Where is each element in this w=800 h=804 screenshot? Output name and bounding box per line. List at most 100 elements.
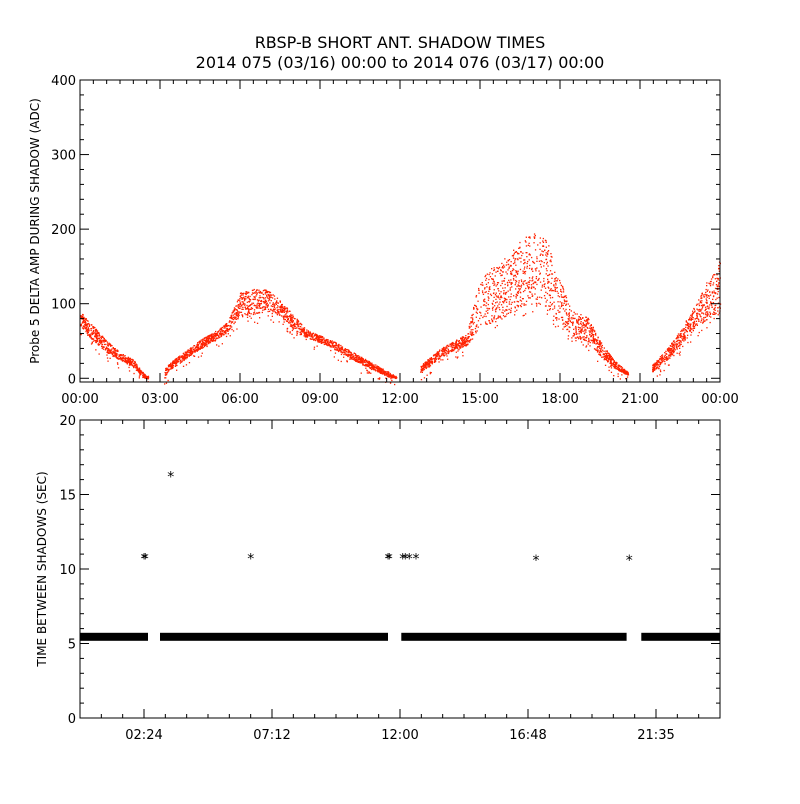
amplitude-point	[126, 357, 128, 360]
amplitude-point	[139, 372, 141, 374]
amplitude-point	[535, 268, 537, 270]
amplitude-point	[369, 367, 372, 369]
amplitude-point	[488, 278, 490, 281]
amplitude-point	[200, 355, 202, 357]
amplitude-point	[582, 336, 584, 338]
amplitude-point	[589, 345, 591, 347]
amplitude-point	[464, 340, 466, 343]
amplitude-point	[515, 282, 517, 284]
amplitude-point	[247, 295, 249, 297]
amplitude-point	[512, 257, 515, 259]
amplitude-point	[87, 323, 89, 325]
amplitude-point	[282, 306, 284, 308]
amplitude-point	[169, 368, 171, 370]
amplitude-point	[608, 369, 610, 372]
amplitude-point	[355, 356, 358, 359]
amplitude-point	[112, 351, 115, 353]
amplitude-point	[193, 345, 195, 347]
amplitude-point	[578, 337, 580, 339]
amplitude-point	[347, 351, 350, 353]
amplitude-point	[559, 282, 561, 284]
amplitude-point	[361, 358, 363, 360]
amplitude-point	[521, 280, 523, 283]
amplitude-point	[333, 356, 335, 358]
amplitude-point	[515, 279, 517, 282]
amplitude-point	[467, 337, 470, 339]
amplitude-point	[309, 333, 311, 336]
amplitude-point	[217, 333, 219, 336]
amplitude-point	[105, 347, 108, 349]
amplitude-point	[440, 359, 442, 361]
amplitude-point	[102, 346, 104, 348]
amplitude-point	[90, 328, 92, 330]
amplitude-point	[679, 333, 681, 335]
amplitude-point	[351, 356, 354, 358]
amplitude-point	[549, 260, 551, 262]
amplitude-point	[695, 323, 697, 325]
amplitude-point	[360, 372, 362, 374]
amplitude-point	[514, 307, 516, 309]
amplitude-point	[259, 297, 262, 299]
amplitude-point	[288, 316, 290, 318]
amplitude-point	[107, 343, 109, 345]
amplitude-point	[621, 374, 623, 376]
amplitude-point	[254, 313, 256, 315]
amplitude-point	[318, 339, 320, 341]
amplitude-point	[280, 310, 282, 312]
amplitude-point	[539, 296, 541, 298]
amplitude-point	[510, 273, 512, 275]
amplitude-point	[304, 333, 306, 335]
amplitude-point	[529, 264, 531, 267]
amplitude-point	[510, 311, 512, 313]
amplitude-point	[183, 359, 185, 361]
amplitude-point	[107, 352, 110, 354]
amplitude-point	[492, 278, 494, 280]
amplitude-point	[371, 364, 373, 366]
amplitude-point	[473, 321, 475, 324]
amplitude-point	[698, 318, 700, 321]
amplitude-point	[443, 355, 445, 357]
amplitude-point	[294, 318, 296, 320]
amplitude-point	[590, 327, 592, 330]
amplitude-point	[377, 371, 379, 373]
amplitude-point	[504, 258, 506, 260]
amplitude-point	[125, 358, 127, 360]
amplitude-point	[676, 347, 678, 349]
amplitude-point	[270, 296, 272, 298]
amplitude-point	[217, 331, 219, 333]
amplitude-point	[184, 357, 186, 359]
amplitude-point	[95, 329, 97, 332]
amplitude-point	[613, 360, 615, 362]
amplitude-point	[279, 308, 281, 311]
amplitude-point	[576, 322, 578, 324]
amplitude-point	[617, 369, 620, 371]
amplitude-point	[652, 369, 655, 371]
amplitude-point	[129, 358, 131, 360]
amplitude-point	[387, 375, 389, 378]
amplitude-point	[599, 340, 601, 342]
amplitude-point	[442, 353, 444, 355]
amplitude-point	[189, 351, 191, 353]
amplitude-point	[249, 295, 251, 298]
shadow-interval-y-tick-label: 20	[59, 414, 76, 429]
amplitude-point	[142, 371, 144, 374]
amplitude-point	[264, 308, 266, 310]
amplitude-point	[166, 372, 168, 374]
amplitude-point	[610, 356, 612, 358]
amplitude-point	[380, 368, 382, 371]
amplitude-point	[665, 356, 667, 358]
amplitude-point	[462, 345, 464, 348]
amplitude-point	[206, 342, 208, 344]
amplitude-point	[510, 261, 512, 263]
amplitude-point	[85, 318, 87, 320]
amplitude-point	[332, 345, 334, 347]
amplitude-point	[172, 361, 174, 363]
amplitude-point	[673, 354, 675, 357]
amplitude-point	[694, 310, 696, 312]
amplitude-point	[585, 345, 588, 347]
amplitude-point	[691, 315, 693, 317]
amplitude-point	[177, 358, 179, 360]
amplitude-point	[505, 291, 508, 294]
amplitude-point	[470, 329, 472, 331]
amplitude-point	[679, 343, 681, 345]
